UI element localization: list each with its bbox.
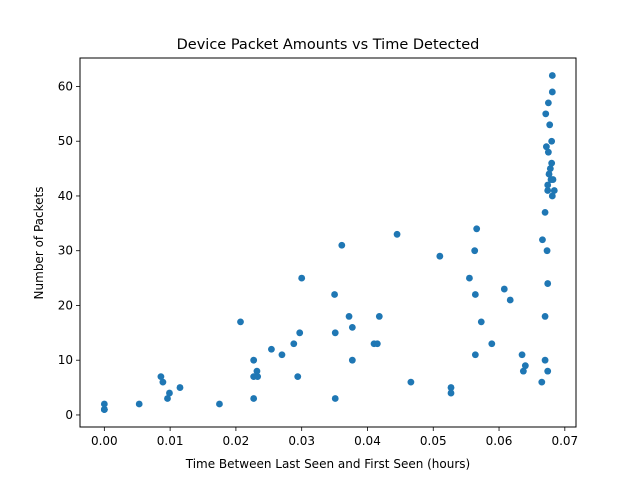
data-point-66	[546, 165, 554, 172]
data-point-54	[541, 356, 549, 364]
data-point-52	[541, 208, 549, 216]
data-point-25	[331, 395, 339, 402]
data-point-17	[268, 345, 275, 353]
data-point-70	[548, 72, 556, 79]
data-point-9	[176, 384, 184, 391]
data-point-62	[544, 99, 552, 107]
data-point-45	[500, 285, 508, 293]
data-point-4	[135, 400, 143, 408]
x-tick-label-0: 0.00	[91, 434, 118, 448]
y-tick-label-6: 60	[58, 79, 73, 93]
data-point-7	[164, 395, 171, 402]
x-tick-label-1: 0.01	[157, 434, 184, 448]
data-point-14	[250, 395, 258, 402]
data-point-31	[373, 340, 381, 348]
data-point-43	[477, 318, 485, 326]
data-point-44	[488, 340, 496, 348]
y-axis-ticks: 0 10 20 30 40 50 60	[58, 79, 80, 422]
x-tick-label-5: 0.05	[420, 434, 447, 448]
data-point-56	[543, 143, 550, 151]
y-tick-label-3: 30	[58, 244, 73, 258]
data-point-64	[545, 170, 553, 178]
data-point-71	[548, 88, 556, 96]
data-point-24	[331, 329, 339, 337]
x-tick-label-6: 0.06	[486, 434, 513, 448]
data-point-63	[544, 148, 552, 156]
data-point-41	[471, 351, 479, 359]
data-point-19	[290, 340, 298, 348]
data-point-68	[548, 137, 556, 145]
data-point-12	[250, 356, 258, 364]
y-tick-label-4: 40	[58, 189, 73, 203]
x-axis-label: Time Between Last Seen and First Seen (h…	[185, 457, 470, 471]
data-point-38	[466, 274, 473, 282]
data-point-21	[296, 329, 304, 337]
y-tick-label-2: 20	[58, 298, 73, 312]
data-point-40	[471, 291, 479, 298]
data-point-11	[237, 318, 244, 326]
data-point-73	[549, 176, 557, 183]
data-point-20	[294, 373, 302, 381]
x-tick-label-7: 0.07	[551, 434, 578, 448]
data-point-33	[393, 230, 401, 238]
data-point-39	[471, 247, 479, 255]
y-tick-label-5: 50	[58, 134, 73, 148]
data-point-48	[519, 367, 527, 375]
data-point-34	[407, 378, 415, 386]
data-point-2	[100, 406, 108, 413]
data-point-74	[550, 187, 558, 194]
data-point-42	[473, 225, 481, 233]
data-point-8	[166, 389, 173, 397]
y-tick-label-1: 10	[58, 353, 73, 367]
data-point-27	[345, 313, 353, 320]
data-point-36	[447, 384, 455, 391]
data-point-53	[541, 313, 549, 320]
data-point-49	[521, 362, 529, 370]
data-point-60	[544, 280, 552, 287]
data-point-5	[157, 373, 165, 381]
y-tick-label-0: 0	[65, 408, 73, 422]
data-point-58	[544, 181, 552, 189]
data-point-65	[546, 121, 554, 129]
data-point-61	[544, 367, 552, 375]
data-point-59	[544, 187, 552, 194]
x-tick-label-4: 0.04	[354, 434, 381, 448]
data-point-46	[506, 296, 514, 304]
data-point-55	[542, 110, 550, 118]
data-point-10	[216, 400, 223, 408]
data-point-26	[338, 241, 346, 249]
data-point-32	[375, 313, 383, 320]
data-point-72	[548, 192, 556, 200]
data-point-15	[253, 367, 261, 375]
x-tick-label-2: 0.02	[223, 434, 250, 448]
data-point-57	[543, 247, 551, 255]
data-point-16	[254, 373, 262, 381]
data-point-50	[538, 378, 546, 386]
data-point-37	[447, 389, 455, 397]
data-point-35	[436, 252, 444, 260]
data-point-29	[348, 356, 356, 364]
data-point-28	[348, 323, 356, 331]
chart-title: Device Packet Amounts vs Time Detected	[177, 37, 480, 53]
x-tick-label-3: 0.03	[288, 434, 315, 448]
data-point-3	[100, 400, 108, 408]
data-points	[100, 72, 558, 413]
data-point-47	[518, 351, 526, 359]
plot-area-frame	[79, 57, 577, 428]
data-point-18	[278, 351, 286, 359]
data-point-22	[298, 274, 306, 282]
data-point-6	[159, 378, 167, 386]
data-point-23	[331, 291, 338, 298]
y-axis-label: Number of Packets	[32, 187, 46, 300]
data-point-51	[539, 236, 546, 244]
data-point-69	[548, 159, 556, 167]
x-axis-ticks: 0.00 0.01 0.02 0.03 0.04 0.05 0.06 0.07	[91, 427, 578, 448]
